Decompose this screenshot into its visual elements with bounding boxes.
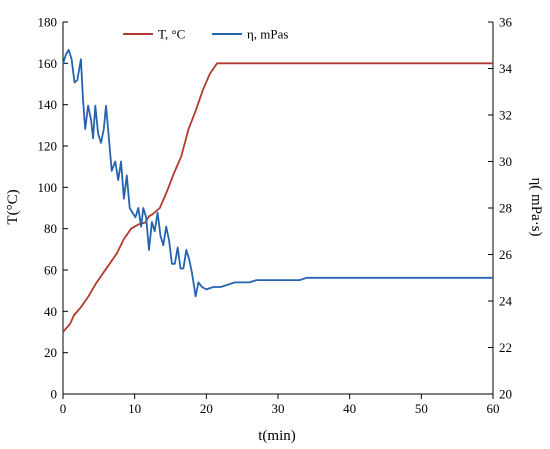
left-tick-label: 60: [44, 263, 57, 278]
right-tick-label: 20: [499, 387, 512, 402]
right-tick-label: 34: [499, 61, 513, 76]
right-y-axis: 20 22 24 26 28 30 32 34 36: [488, 15, 513, 402]
series-layer: [62, 49, 493, 333]
right-tick-label: 22: [499, 340, 512, 355]
x-tick-label: 60: [487, 401, 500, 416]
left-y-axis: 0 20 40 60 80 100 120 140 160 180: [38, 15, 68, 402]
left-tick-label: 160: [38, 56, 58, 71]
right-tick-label: 32: [499, 108, 512, 123]
x-tick-label: 20: [200, 401, 213, 416]
left-tick-label: 0: [51, 387, 58, 402]
left-tick-label: 180: [38, 15, 58, 30]
right-tick-label: 30: [499, 154, 512, 169]
left-y-axis-title: T(°C): [5, 189, 21, 224]
x-tick-label: 30: [272, 401, 285, 416]
legend-label-1: η, mPas: [247, 27, 288, 42]
left-tick-label: 120: [38, 139, 58, 154]
series-line-1: [62, 49, 493, 298]
right-tick-label: 36: [499, 15, 513, 30]
legend: T, °C η, mPas: [123, 27, 288, 42]
right-y-axis-title: η( mPa·s): [528, 177, 544, 236]
plot-frame: [62, 22, 494, 395]
right-tick-label: 26: [499, 247, 513, 262]
x-tick-label: 0: [60, 401, 67, 416]
x-axis-title: t(min): [258, 428, 296, 444]
x-tick-label: 10: [128, 401, 141, 416]
right-tick-label: 28: [499, 201, 512, 216]
x-tick-label: 40: [343, 401, 356, 416]
left-tick-label: 140: [38, 97, 58, 112]
left-tick-label: 20: [44, 345, 57, 360]
left-tick-label: 100: [38, 180, 58, 195]
legend-label-0: T, °C: [158, 27, 185, 42]
series-line-0: [62, 62, 493, 333]
right-tick-label: 24: [499, 294, 513, 309]
x-axis: 0 10 20 30 40 50 60: [60, 394, 500, 416]
left-tick-label: 40: [44, 304, 57, 319]
left-tick-label: 80: [44, 221, 57, 236]
x-tick-label: 50: [415, 401, 428, 416]
